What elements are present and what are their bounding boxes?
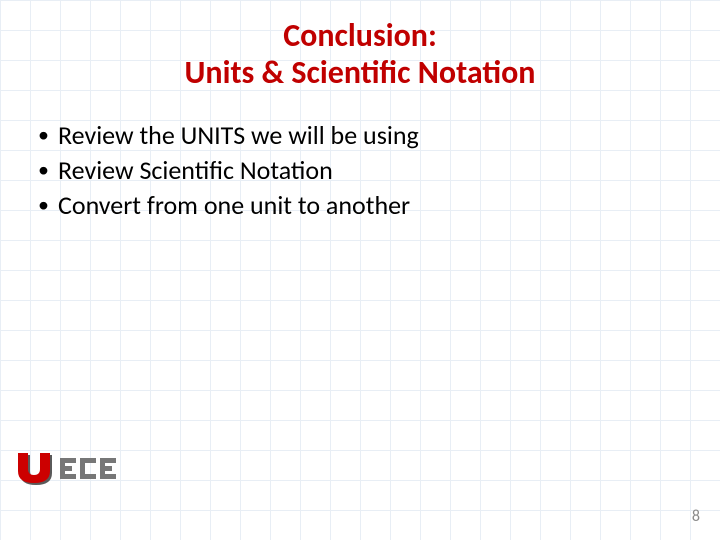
- bullet-dot-icon: •: [38, 153, 58, 186]
- title-line-2: Units & Scientific Notation: [0, 55, 720, 92]
- page-number: 8: [692, 507, 700, 526]
- bullet-text: Convert from one unit to another: [58, 188, 410, 223]
- title-line-1: Conclusion:: [0, 18, 720, 55]
- ece-logo-icon: [60, 458, 120, 480]
- bullet-dot-icon: •: [38, 118, 58, 151]
- footer-logo: [18, 453, 120, 485]
- bullet-text: Review the UNITS we will be using: [58, 118, 419, 153]
- u-logo-icon: [18, 453, 54, 485]
- bullet-text: Review Scientific Notation: [58, 153, 333, 188]
- list-item: • Convert from one unit to another: [38, 188, 720, 223]
- bullet-dot-icon: •: [38, 188, 58, 221]
- list-item: • Review the UNITS we will be using: [38, 118, 720, 153]
- bullet-list: • Review the UNITS we will be using • Re…: [38, 118, 720, 223]
- list-item: • Review Scientific Notation: [38, 153, 720, 188]
- slide-title: Conclusion: Units & Scientific Notation: [0, 0, 720, 92]
